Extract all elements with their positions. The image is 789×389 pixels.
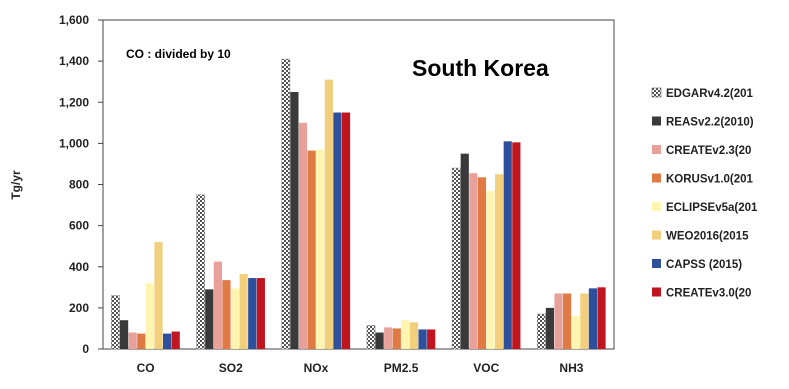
- bar: [298, 122, 308, 349]
- legend-swatch: [652, 173, 661, 183]
- bar: [316, 149, 325, 349]
- legend-label: CREATEv3.0(20: [666, 288, 751, 300]
- bar: [256, 278, 265, 349]
- bar: [162, 333, 172, 349]
- bar: [545, 307, 555, 349]
- bar: [213, 261, 222, 349]
- bar: [239, 273, 248, 349]
- bar: [460, 153, 469, 349]
- bar: [196, 194, 206, 350]
- bar: [418, 329, 427, 349]
- bar: [119, 320, 129, 349]
- y-tick-label: 0: [82, 342, 89, 356]
- legend: EDGARv4.2(201 REASv2.2(2010) CREATEv2.3(20…: [651, 87, 758, 300]
- y-axis-label: Tg/yr: [9, 170, 23, 200]
- x-category-label: NOx: [304, 361, 329, 375]
- legend-label: REASv2.2(2010): [666, 117, 754, 129]
- y-tick-label: 600: [69, 219, 89, 233]
- bar: [137, 333, 146, 349]
- bar: [154, 242, 163, 349]
- bar: [409, 322, 419, 349]
- bar: [495, 174, 504, 349]
- bar: [597, 287, 606, 349]
- bar: [111, 295, 120, 350]
- bar: [401, 320, 410, 349]
- legend-swatch: [651, 87, 662, 98]
- legend-label: EDGARv4.2(201: [666, 88, 754, 100]
- bar: [307, 150, 316, 349]
- bar: [571, 316, 580, 349]
- x-category-label: PM2.5: [384, 361, 419, 375]
- bar: [145, 283, 154, 349]
- y-tick-label: 1,600: [59, 13, 89, 27]
- legend-label: KORUSv1.0(201: [666, 174, 754, 186]
- bar: [222, 280, 231, 349]
- bar: [290, 91, 299, 349]
- bar: [324, 79, 333, 349]
- bars: [111, 58, 606, 350]
- y-tick-label: 1,400: [59, 54, 89, 68]
- bar: [171, 331, 180, 349]
- y-ticks: 0 200 400 600 800 1,000 1,200 1,400 1,600: [59, 13, 103, 356]
- bar: [427, 329, 436, 349]
- bar: [230, 288, 240, 349]
- bar: [503, 141, 512, 349]
- y-tick-label: 200: [69, 301, 89, 315]
- bar: [477, 177, 487, 349]
- bar: [486, 190, 495, 349]
- legend-swatch: [652, 287, 661, 297]
- legend-swatch: [652, 259, 661, 268]
- bar: [512, 142, 521, 349]
- bar: [366, 325, 376, 350]
- legend-swatch: [652, 145, 661, 154]
- y-tick-label: 400: [69, 260, 89, 274]
- chart-title: South Korea: [412, 55, 549, 81]
- legend-swatch: [652, 230, 661, 240]
- x-category-label: VOC: [473, 361, 499, 375]
- bar: [536, 313, 546, 350]
- x-category-label: SO2: [219, 361, 243, 375]
- y-tick-label: 800: [69, 178, 89, 192]
- legend-label: WEO2016(2015: [666, 231, 749, 243]
- x-category-label: CO: [137, 361, 155, 375]
- bar: [128, 332, 137, 349]
- bar: [554, 293, 563, 349]
- bar: [341, 112, 351, 349]
- bar: [469, 173, 478, 349]
- bar: [281, 58, 291, 350]
- x-categories: CO SO2 NOx PM2.5 VOC NH3: [137, 361, 584, 375]
- bar: [451, 167, 461, 350]
- bar: [248, 278, 257, 349]
- bar: [588, 288, 598, 349]
- bar: [205, 289, 214, 349]
- legend-label: CAPSS (2015): [666, 259, 742, 271]
- annotation-note: CO : divided by 10: [126, 47, 231, 61]
- legend-swatch: [652, 116, 661, 126]
- y-tick-label: 1,000: [59, 136, 89, 150]
- bar: [580, 293, 589, 349]
- bar: [333, 112, 342, 349]
- legend-label: ECLIPSEv5a(201: [666, 202, 758, 214]
- legend-swatch: [652, 202, 661, 211]
- legend-label: CREATEv2.3(20: [666, 145, 751, 157]
- bar: [392, 328, 401, 349]
- bar: [563, 293, 572, 349]
- bar: [384, 327, 393, 349]
- bar: [375, 332, 384, 349]
- x-category-label: NH3: [559, 361, 583, 375]
- y-tick-label: 1,200: [59, 95, 89, 109]
